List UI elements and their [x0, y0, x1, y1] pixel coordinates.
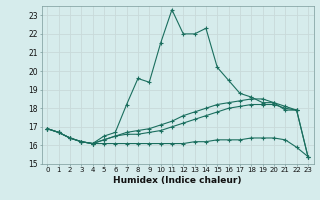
X-axis label: Humidex (Indice chaleur): Humidex (Indice chaleur)	[113, 176, 242, 185]
